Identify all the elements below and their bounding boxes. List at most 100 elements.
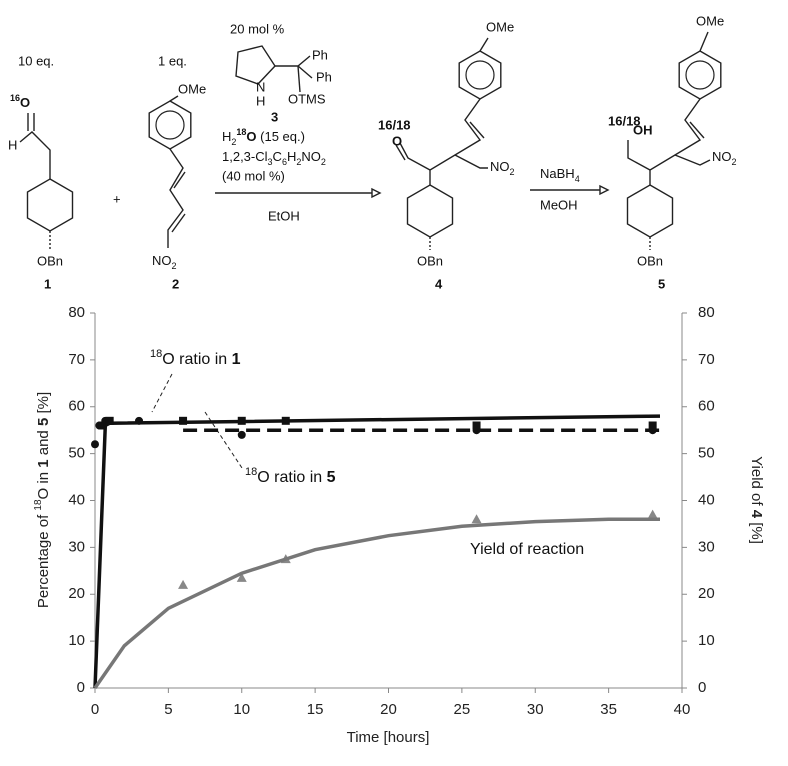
compound-label: 2 xyxy=(172,276,179,291)
t: C xyxy=(273,149,282,164)
group: OBn xyxy=(637,253,663,268)
atom: H xyxy=(256,93,265,108)
t: 2 xyxy=(732,157,737,167)
t: O xyxy=(246,129,256,144)
atom: H xyxy=(8,137,17,152)
bond xyxy=(454,154,488,169)
bond xyxy=(19,131,51,179)
y-tick-label: 80 xyxy=(68,304,85,321)
oxygen: O xyxy=(20,95,30,110)
y-tick-label: 40 xyxy=(68,491,85,508)
x-tick-label: 40 xyxy=(674,701,691,718)
aromatic-ring xyxy=(155,110,185,140)
t: 2 xyxy=(296,157,301,167)
group: NO2 xyxy=(152,253,177,271)
bond xyxy=(275,55,311,67)
x-tick-label: 15 xyxy=(307,701,324,718)
x-tick-label: 0 xyxy=(91,701,99,718)
condition: NaBH4 xyxy=(540,166,580,184)
bond xyxy=(171,213,186,233)
group: OMe xyxy=(178,81,206,96)
arrowhead xyxy=(371,187,382,199)
y-tick-label: 20 xyxy=(68,585,85,602)
t: O ratio in xyxy=(257,469,326,486)
bond xyxy=(689,121,705,139)
t: [%] xyxy=(35,392,52,418)
bond xyxy=(469,121,485,139)
benzene xyxy=(678,50,722,100)
chart: Time [hours] Percentage of 18O in 1 and … xyxy=(33,304,765,746)
y-tick-label: 10 xyxy=(68,632,85,649)
group: OTMS xyxy=(288,91,326,106)
plus: + xyxy=(113,191,121,206)
isotope: 16 xyxy=(10,93,20,103)
t: 2 xyxy=(321,157,326,167)
y-tick-label: 30 xyxy=(68,538,85,555)
series-line xyxy=(93,414,661,689)
point xyxy=(105,416,114,425)
group: OBn xyxy=(417,253,443,268)
group: OMe xyxy=(486,19,514,34)
point xyxy=(647,509,658,519)
y2-tick-label: 60 xyxy=(698,398,715,415)
t: and xyxy=(35,426,52,459)
atom: O xyxy=(392,133,402,148)
x-tick-label: 30 xyxy=(527,701,544,718)
bond xyxy=(297,65,313,79)
bond xyxy=(395,144,406,161)
y2-tick-label: 30 xyxy=(698,538,715,555)
annotation: 18O ratio in 1 xyxy=(150,348,241,368)
point xyxy=(471,514,482,524)
sub: 2 xyxy=(172,261,177,271)
t: 1 xyxy=(232,351,241,368)
y2-tick-label: 70 xyxy=(698,351,715,368)
reaction-scheme: 10 eq. 16O H OBn 1 + 1 eq. OMe NO2 2 20 … xyxy=(8,13,737,291)
t: [%] xyxy=(748,518,765,544)
compound-label: 3 xyxy=(271,109,278,124)
eq: 10 eq. xyxy=(18,53,54,68)
t: 5 xyxy=(35,418,52,426)
t: 2 xyxy=(510,167,515,177)
x-tick-label: 10 xyxy=(233,701,250,718)
atom: 16O xyxy=(10,93,30,110)
no: NO xyxy=(152,253,172,268)
annotation: Yield of reaction xyxy=(470,541,584,558)
benzene xyxy=(148,100,192,150)
atom: N xyxy=(256,79,265,94)
t: 2 xyxy=(231,137,236,147)
point xyxy=(236,572,247,582)
y2-tick-label: 40 xyxy=(698,491,715,508)
cyclohexane xyxy=(26,178,74,232)
point xyxy=(98,421,107,430)
t: 6 xyxy=(282,157,287,167)
x-tick-label: 25 xyxy=(454,701,471,718)
t: (15 eq.) xyxy=(257,129,305,144)
t: O ratio in xyxy=(162,351,231,368)
x-tick-label: 35 xyxy=(600,701,617,718)
isotope: 16/18 xyxy=(608,113,641,128)
y2-tick-label: 20 xyxy=(698,585,715,602)
bond xyxy=(699,31,709,52)
arrowhead xyxy=(599,184,610,196)
compound-label: 5 xyxy=(658,276,665,291)
y2-tick-label: 0 xyxy=(698,679,706,696)
isotope: 16/18 xyxy=(378,117,411,132)
t: 18 xyxy=(150,348,162,360)
bond xyxy=(167,148,184,248)
group: OBn xyxy=(37,253,63,268)
y-tick-label: 70 xyxy=(68,351,85,368)
ring xyxy=(235,45,276,85)
condition: (40 mol %) xyxy=(222,168,285,183)
t: O in xyxy=(35,468,52,500)
t: NO xyxy=(490,159,510,174)
t: 4 xyxy=(575,174,580,184)
y-tick-label: 60 xyxy=(68,398,85,415)
bond xyxy=(649,98,702,185)
group: NO2 xyxy=(490,159,515,177)
t: 18 xyxy=(236,127,246,137)
t: 4 xyxy=(748,510,765,519)
t: 1 xyxy=(35,459,52,467)
x-axis-label: Time [hours] xyxy=(347,729,430,746)
point xyxy=(472,421,481,430)
